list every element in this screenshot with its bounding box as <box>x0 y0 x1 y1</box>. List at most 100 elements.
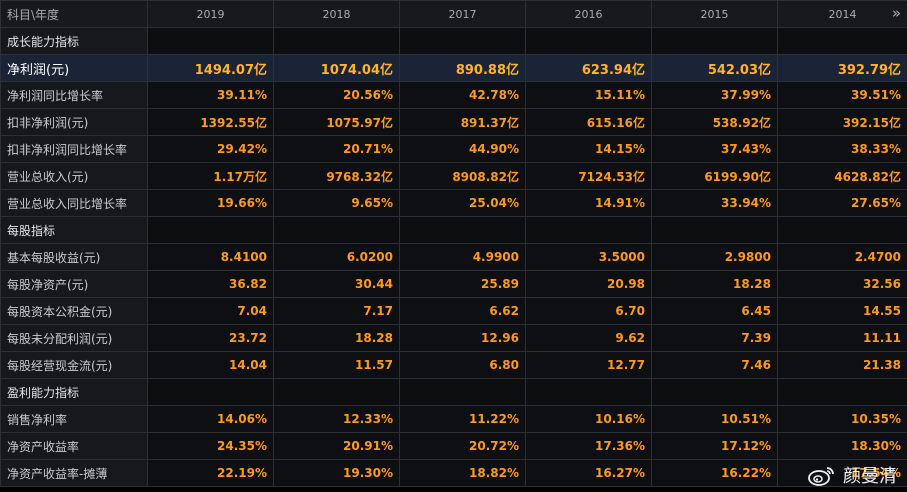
value-cell: 19.66% <box>147 189 274 217</box>
year-header[interactable]: 2015 <box>651 0 778 28</box>
row-label: 净利润同比增长率 <box>0 81 148 109</box>
value-cell: 9768.32亿 <box>273 162 400 190</box>
table-row[interactable]: 每股未分配利润(元) 23.72 18.28 12.96 9.62 7.39 11.11 <box>0 324 907 352</box>
value-cell: 17.54% <box>777 459 907 487</box>
table-row[interactable]: 销售净利率 14.06% 12.33% 11.22% 10.16% 10.51% 10.35… <box>0 405 907 433</box>
value-cell: 20.56% <box>273 81 400 109</box>
value-cell: 11.11 <box>777 324 907 352</box>
value-cell: 6.0200 <box>273 243 400 271</box>
section-empty-cell <box>147 27 274 55</box>
value-cell: 9.65% <box>273 189 400 217</box>
year-header[interactable]: 2017 <box>399 0 526 28</box>
value-cell: 15.11% <box>525 81 652 109</box>
table-row[interactable]: 扣非净利润(元) 1392.55亿 1075.97亿 891.37亿 615.16亿 53… <box>0 108 907 136</box>
value-cell: 12.77 <box>525 351 652 379</box>
year-header[interactable]: 2014 » <box>777 0 907 28</box>
row-label: 净资产收益率-摊薄 <box>0 459 148 487</box>
value-cell: 392.79亿 <box>777 54 907 82</box>
value-cell: 12.96 <box>399 324 526 352</box>
more-years-icon[interactable]: » <box>891 4 901 22</box>
value-cell: 23.72 <box>147 324 274 352</box>
value-cell: 19.30% <box>273 459 400 487</box>
value-cell: 30.44 <box>273 270 400 298</box>
value-cell: 8.4100 <box>147 243 274 271</box>
value-cell: 3.5000 <box>525 243 652 271</box>
row-label: 每股资本公积金(元) <box>0 297 148 325</box>
section-empty-cell <box>273 216 400 244</box>
year-header[interactable]: 2016 <box>525 0 652 28</box>
value-cell: 392.15亿 <box>777 108 907 136</box>
value-cell: 542.03亿 <box>651 54 778 82</box>
value-cell: 20.98 <box>525 270 652 298</box>
value-cell: 24.35% <box>147 432 274 460</box>
row-label: 净利润(元) <box>0 54 148 82</box>
table-row[interactable]: 营业总收入(元) 1.17万亿 9768.32亿 8908.82亿 7124.53亿 61… <box>0 162 907 190</box>
value-cell: 11.57 <box>273 351 400 379</box>
table-header-row: 科目\年度 2019 2018 2017 2016 2015 2014 » <box>0 0 907 28</box>
row-label: 基本每股收益(元) <box>0 243 148 271</box>
year-header[interactable]: 2018 <box>273 0 400 28</box>
value-cell: 538.92亿 <box>651 108 778 136</box>
table-row[interactable]: 净资产收益率 24.35% 20.91% 20.72% 17.36% 17.12% 18.3… <box>0 432 907 460</box>
section-empty-cell <box>777 216 907 244</box>
section-empty-cell <box>651 27 778 55</box>
table-row[interactable]: 净利润(元) 1494.07亿 1074.04亿 890.88亿 623.94亿 542.… <box>0 54 907 82</box>
value-cell: 39.11% <box>147 81 274 109</box>
value-cell: 18.82% <box>399 459 526 487</box>
value-cell: 4628.82亿 <box>777 162 907 190</box>
table-row[interactable]: 每股经营现金流(元) 14.04 11.57 6.80 12.77 7.46 21.38 <box>0 351 907 379</box>
value-cell: 9.62 <box>525 324 652 352</box>
value-cell: 7.39 <box>651 324 778 352</box>
table-row[interactable]: 每股资本公积金(元) 7.04 7.17 6.62 6.70 6.45 14.55 <box>0 297 907 325</box>
value-cell: 14.04 <box>147 351 274 379</box>
value-cell: 14.06% <box>147 405 274 433</box>
section-header-row: 盈利能力指标 <box>0 378 907 406</box>
row-label: 营业总收入(元) <box>0 162 148 190</box>
value-cell: 623.94亿 <box>525 54 652 82</box>
row-label: 每股经营现金流(元) <box>0 351 148 379</box>
section-empty-cell <box>777 378 907 406</box>
value-cell: 25.89 <box>399 270 526 298</box>
value-cell: 6.62 <box>399 297 526 325</box>
value-cell: 1494.07亿 <box>147 54 274 82</box>
value-cell: 890.88亿 <box>399 54 526 82</box>
value-cell: 14.55 <box>777 297 907 325</box>
table-row[interactable]: 扣非净利润同比增长率 29.42% 20.71% 44.90% 14.15% 37.43%… <box>0 135 907 163</box>
row-label: 扣非净利润(元) <box>0 108 148 136</box>
value-cell: 2.4700 <box>777 243 907 271</box>
value-cell: 11.22% <box>399 405 526 433</box>
value-cell: 1075.97亿 <box>273 108 400 136</box>
table-row[interactable]: 营业总收入同比增长率 19.66% 9.65% 25.04% 14.91% 33.94% 2… <box>0 189 907 217</box>
section-title: 盈利能力指标 <box>0 378 148 406</box>
value-cell: 10.35% <box>777 405 907 433</box>
table-row[interactable]: 净利润同比增长率 39.11% 20.56% 42.78% 15.11% 37.99% 39… <box>0 81 907 109</box>
table-row[interactable]: 每股净资产(元) 36.82 30.44 25.89 20.98 18.28 32.56 <box>0 270 907 298</box>
section-title: 成长能力指标 <box>0 27 148 55</box>
table-row[interactable]: 基本每股收益(元) 8.4100 6.0200 4.9900 3.5000 2.9800 2… <box>0 243 907 271</box>
row-label: 每股净资产(元) <box>0 270 148 298</box>
section-empty-cell <box>525 27 652 55</box>
value-cell: 18.30% <box>777 432 907 460</box>
value-cell: 18.28 <box>651 270 778 298</box>
value-cell: 7.17 <box>273 297 400 325</box>
value-cell: 20.91% <box>273 432 400 460</box>
value-cell: 20.72% <box>399 432 526 460</box>
section-title: 每股指标 <box>0 216 148 244</box>
year-header-label: 2014 <box>828 7 857 21</box>
watermark-text: 颜曼清 <box>843 466 897 487</box>
value-cell: 37.99% <box>651 81 778 109</box>
value-cell: 44.90% <box>399 135 526 163</box>
section-empty-cell <box>651 216 778 244</box>
section-header-row: 成长能力指标 <box>0 27 907 55</box>
table-row[interactable]: 净资产收益率-摊薄 22.19% 19.30% 18.82% 16.27% 16.22% 1… <box>0 459 907 487</box>
section-empty-cell <box>147 216 274 244</box>
year-header[interactable]: 2019 <box>147 0 274 28</box>
section-empty-cell <box>399 27 526 55</box>
value-cell: 29.42% <box>147 135 274 163</box>
section-empty-cell <box>777 27 907 55</box>
subject-year-header: 科目\年度 <box>0 0 148 28</box>
value-cell: 1.17万亿 <box>147 162 274 190</box>
section-empty-cell <box>147 378 274 406</box>
value-cell: 2.9800 <box>651 243 778 271</box>
